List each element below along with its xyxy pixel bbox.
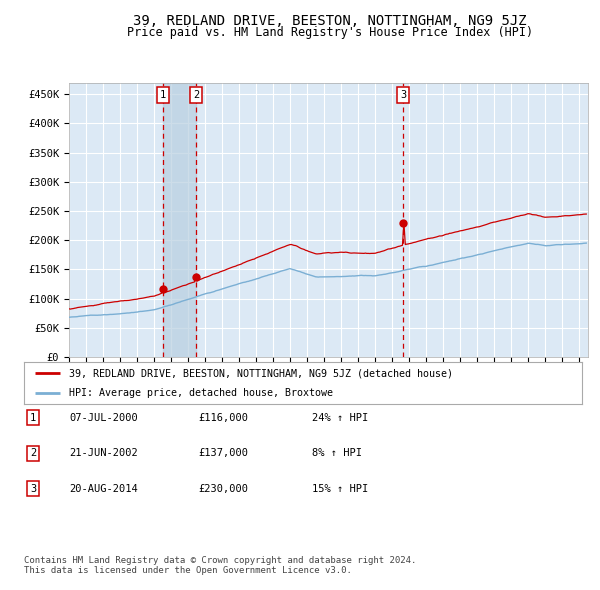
Text: 20-AUG-2014: 20-AUG-2014 [69, 484, 138, 493]
Text: £137,000: £137,000 [198, 448, 248, 458]
Text: 24% ↑ HPI: 24% ↑ HPI [312, 413, 368, 422]
Text: 15% ↑ HPI: 15% ↑ HPI [312, 484, 368, 493]
Text: 1: 1 [160, 90, 166, 100]
Bar [163, 83, 196, 357]
Text: 8% ↑ HPI: 8% ↑ HPI [312, 448, 362, 458]
Text: 39, REDLAND DRIVE, BEESTON, NOTTINGHAM, NG9 5JZ: 39, REDLAND DRIVE, BEESTON, NOTTINGHAM, … [133, 14, 527, 28]
Text: Price paid vs. HM Land Registry's House Price Index (HPI): Price paid vs. HM Land Registry's House … [127, 26, 533, 39]
Text: 3: 3 [30, 484, 36, 493]
Text: HPI: Average price, detached house, Broxtowe: HPI: Average price, detached house, Brox… [68, 388, 332, 398]
Text: 2: 2 [30, 448, 36, 458]
Text: 07-JUL-2000: 07-JUL-2000 [69, 413, 138, 422]
Text: 21-JUN-2002: 21-JUN-2002 [69, 448, 138, 458]
Text: £230,000: £230,000 [198, 484, 248, 493]
Text: £116,000: £116,000 [198, 413, 248, 422]
Text: 2: 2 [193, 90, 199, 100]
Text: 3: 3 [400, 90, 406, 100]
Text: 1: 1 [30, 413, 36, 422]
Text: 39, REDLAND DRIVE, BEESTON, NOTTINGHAM, NG9 5JZ (detached house): 39, REDLAND DRIVE, BEESTON, NOTTINGHAM, … [68, 368, 452, 378]
Text: Contains HM Land Registry data © Crown copyright and database right 2024.
This d: Contains HM Land Registry data © Crown c… [24, 556, 416, 575]
